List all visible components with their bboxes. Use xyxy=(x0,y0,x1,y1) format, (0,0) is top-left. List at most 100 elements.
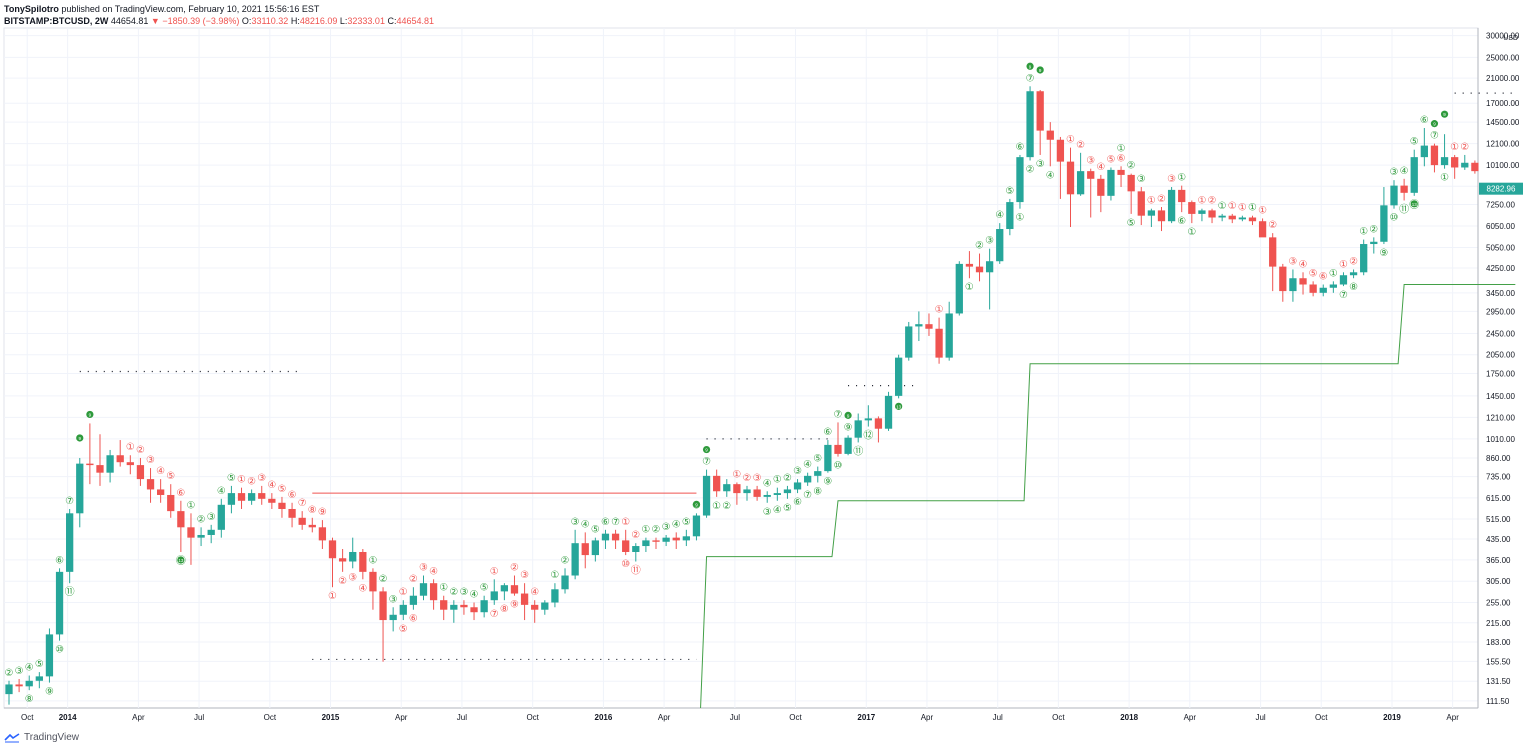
candle-body[interactable] xyxy=(86,463,94,466)
candle-body[interactable] xyxy=(207,529,215,535)
candle-body[interactable] xyxy=(1360,244,1368,273)
candle-body[interactable] xyxy=(1339,275,1348,285)
candle-body[interactable] xyxy=(1006,202,1014,230)
candle-body[interactable] xyxy=(369,571,377,592)
candle-body[interactable] xyxy=(25,680,33,687)
candle-body[interactable] xyxy=(1238,217,1247,220)
candle-body[interactable] xyxy=(379,591,387,621)
candle-body[interactable] xyxy=(895,357,903,396)
candle-body[interactable] xyxy=(854,420,862,438)
candle-body[interactable] xyxy=(35,676,43,681)
candle-body[interactable] xyxy=(1430,145,1439,166)
candle-body[interactable] xyxy=(389,614,397,621)
candle-body[interactable] xyxy=(1248,217,1257,222)
candle-body[interactable] xyxy=(1127,174,1135,192)
candle-body[interactable] xyxy=(541,602,549,610)
candle-body[interactable] xyxy=(884,395,893,429)
candle-body[interactable] xyxy=(1046,130,1054,140)
candle-body[interactable] xyxy=(733,484,741,494)
candle-body[interactable] xyxy=(217,504,225,530)
candle-body[interactable] xyxy=(440,600,448,610)
candle-body[interactable] xyxy=(1026,91,1034,158)
candle-body[interactable] xyxy=(864,418,872,421)
plot-area[interactable] xyxy=(3,27,1479,709)
candle-body[interactable] xyxy=(55,571,64,635)
tradingview-logo-icon[interactable] xyxy=(4,733,20,743)
candle-body[interactable] xyxy=(793,482,802,490)
candle-body[interactable] xyxy=(510,585,519,594)
candle-body[interactable] xyxy=(480,600,488,613)
candle-body[interactable] xyxy=(905,326,913,358)
candle-body[interactable] xyxy=(975,266,984,273)
candle-body[interactable] xyxy=(1167,189,1176,222)
candle-body[interactable] xyxy=(743,489,751,494)
candle-body[interactable] xyxy=(753,489,761,497)
candle-body[interactable] xyxy=(1178,189,1186,203)
candle-body[interactable] xyxy=(1410,157,1418,193)
candle-body[interactable] xyxy=(692,515,701,537)
candle-body[interactable] xyxy=(874,418,883,429)
candle-body[interactable] xyxy=(955,263,963,314)
candle-body[interactable] xyxy=(1097,178,1105,196)
candle-body[interactable] xyxy=(1440,157,1449,166)
candle-body[interactable] xyxy=(1087,171,1095,179)
candle-body[interactable] xyxy=(96,465,104,473)
candle-body[interactable] xyxy=(268,498,276,503)
candle-body[interactable] xyxy=(561,575,569,590)
candle-body[interactable] xyxy=(1269,237,1277,267)
candle-body[interactable] xyxy=(763,494,771,497)
candle-body[interactable] xyxy=(470,607,478,613)
candle-body[interactable] xyxy=(1188,202,1196,214)
candle-body[interactable] xyxy=(1066,161,1075,195)
candle-body[interactable] xyxy=(308,524,316,528)
candle-body[interactable] xyxy=(1147,210,1156,216)
candle-body[interactable] xyxy=(1198,210,1206,214)
candle-body[interactable] xyxy=(1390,185,1398,206)
candle-body[interactable] xyxy=(227,493,236,505)
candle-body[interactable] xyxy=(611,533,620,541)
candle-body[interactable] xyxy=(1137,191,1145,216)
candle-body[interactable] xyxy=(298,517,306,525)
candle-body[interactable] xyxy=(5,684,13,695)
candle-body[interactable] xyxy=(490,591,498,601)
candle-body[interactable] xyxy=(662,537,670,542)
candle-body[interactable] xyxy=(1208,210,1216,218)
candle-body[interactable] xyxy=(844,437,852,454)
tradingview-brand[interactable]: TradingView xyxy=(24,732,80,743)
candle-body[interactable] xyxy=(126,462,134,466)
candle-body[interactable] xyxy=(187,527,195,538)
candle-body[interactable] xyxy=(985,261,994,273)
candle-body[interactable] xyxy=(349,551,357,562)
candle-body[interactable] xyxy=(1299,278,1307,285)
candle-body[interactable] xyxy=(601,533,610,541)
candle-body[interactable] xyxy=(672,537,680,541)
candle-body[interactable] xyxy=(15,684,23,687)
candle-body[interactable] xyxy=(1036,91,1044,131)
candle-body[interactable] xyxy=(551,589,559,603)
candle-body[interactable] xyxy=(1289,278,1297,292)
candle-body[interactable] xyxy=(1420,145,1428,158)
candle-body[interactable] xyxy=(1329,284,1337,288)
candle-body[interactable] xyxy=(500,585,509,592)
candle-body[interactable] xyxy=(116,455,124,463)
candle-body[interactable] xyxy=(773,493,781,495)
candle-body[interactable] xyxy=(450,604,458,610)
candle-body[interactable] xyxy=(45,634,54,677)
candle-body[interactable] xyxy=(965,263,974,267)
candle-body[interactable] xyxy=(1056,139,1065,162)
candle-body[interactable] xyxy=(177,511,185,528)
candle-body[interactable] xyxy=(258,493,266,499)
candle-body[interactable] xyxy=(1319,287,1327,293)
candle-body[interactable] xyxy=(520,593,529,605)
candle-body[interactable] xyxy=(1117,169,1125,175)
candle-body[interactable] xyxy=(783,489,792,494)
candle-body[interactable] xyxy=(409,595,418,605)
candle-body[interactable] xyxy=(197,534,205,538)
candle-body[interactable] xyxy=(925,324,933,329)
candle-body[interactable] xyxy=(1380,205,1388,242)
candle-body[interactable] xyxy=(419,583,428,596)
candle-body[interactable] xyxy=(157,489,165,495)
candle-body[interactable] xyxy=(460,604,468,608)
candle-body[interactable] xyxy=(1107,169,1115,196)
candle-body[interactable] xyxy=(935,328,943,358)
